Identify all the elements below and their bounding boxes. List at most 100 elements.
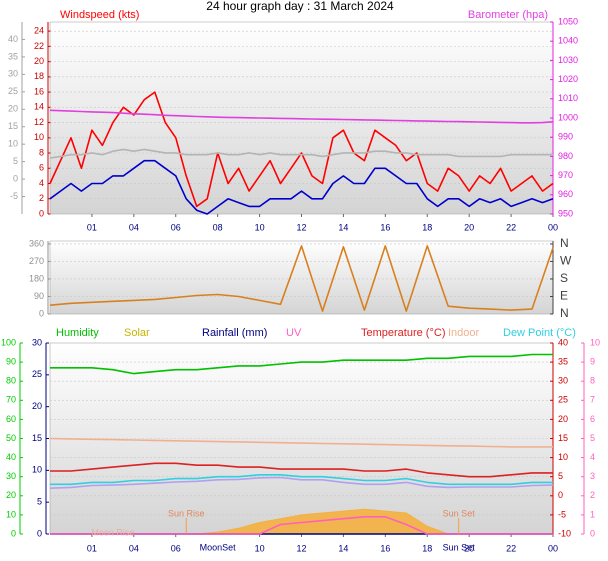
x-tick-label: 01 bbox=[87, 222, 97, 232]
y4-tick-label: 4 bbox=[590, 452, 595, 462]
y4-tick-label: 3 bbox=[590, 471, 595, 481]
y4-tick-label: 7 bbox=[590, 395, 595, 405]
y-tick-label: 40 bbox=[6, 452, 16, 462]
y-tick-label: 180 bbox=[29, 273, 44, 283]
y2-tick-label: 1020 bbox=[558, 74, 578, 84]
y-tick-label: 18 bbox=[34, 71, 44, 81]
y2-tick-label: 20 bbox=[558, 414, 568, 424]
line bbox=[49, 148, 553, 159]
line bbox=[49, 159, 554, 215]
y2-tick-label: 30 bbox=[558, 376, 568, 386]
y2-tick-label: 1040 bbox=[558, 36, 578, 46]
y2-tick-label: 1010 bbox=[558, 93, 578, 103]
annotation: Sun Set bbox=[443, 542, 476, 552]
y2-tick-label: 35 bbox=[558, 356, 568, 366]
x-tick-label: 16 bbox=[380, 222, 390, 232]
y-tick-label: 22 bbox=[34, 41, 44, 51]
y3-tick-label: 10 bbox=[32, 465, 42, 475]
line bbox=[49, 245, 554, 312]
y2-tick-label: 10 bbox=[558, 452, 568, 462]
y4-tick-label: 1 bbox=[590, 509, 595, 519]
y-tick-label: 16 bbox=[34, 86, 44, 96]
y-tick-label: 2 bbox=[39, 193, 44, 203]
x-tick-label: 22 bbox=[506, 222, 516, 232]
x-tick-label: 06 bbox=[171, 222, 181, 232]
y2-tick-label: -5 bbox=[558, 509, 566, 519]
y3-tick-label: 5 bbox=[13, 156, 18, 166]
y-tick-label: 30 bbox=[6, 471, 16, 481]
plot-area bbox=[49, 240, 554, 315]
y3-tick-label: 30 bbox=[8, 69, 18, 79]
legend-entry: Barometer (hpa) bbox=[468, 9, 548, 21]
x-tick-label: 08 bbox=[213, 222, 223, 232]
y-tick-label: 60 bbox=[6, 414, 16, 424]
y2-tick-label: 970 bbox=[558, 170, 573, 180]
y-tick-label: 90 bbox=[6, 356, 16, 366]
y2-tick-label: 990 bbox=[558, 132, 573, 142]
y-tick-label: 0 bbox=[39, 308, 44, 318]
y-tick-label: 10 bbox=[6, 509, 16, 519]
y3-tick-label: 0 bbox=[37, 528, 42, 538]
y2-tick-label: 15 bbox=[558, 433, 568, 443]
x-tick-label: 12 bbox=[296, 222, 306, 232]
annotation: MoonSet bbox=[200, 542, 237, 552]
y-tick-label: 14 bbox=[34, 102, 44, 112]
annotation: Sun Set bbox=[443, 508, 476, 518]
y3-tick-label: 25 bbox=[32, 369, 42, 379]
y2-tick-label: 40 bbox=[558, 337, 568, 347]
y4-tick-label: 5 bbox=[590, 433, 595, 443]
y-tick-label: 100 bbox=[1, 337, 16, 347]
x-tick-label: 01 bbox=[87, 543, 97, 553]
y-tick-label: 70 bbox=[6, 395, 16, 405]
y-tick-label: 24 bbox=[34, 26, 44, 36]
x-tick-label: 06 bbox=[171, 543, 181, 553]
x-tick-label: 00 bbox=[548, 543, 558, 553]
y3-tick-label: -5 bbox=[10, 191, 18, 201]
y-tick-label: 10 bbox=[34, 132, 44, 142]
line bbox=[49, 91, 554, 208]
y3-tick-label: 0 bbox=[13, 173, 18, 183]
y-tick-label: 0 bbox=[39, 208, 44, 218]
x-tick-label: 10 bbox=[255, 543, 265, 553]
x-tick-label: 12 bbox=[296, 543, 306, 553]
y-tick-label: 4 bbox=[39, 178, 44, 188]
y4-tick-label: 8 bbox=[590, 376, 595, 386]
line bbox=[50, 353, 553, 375]
y3-tick-label: 35 bbox=[8, 51, 18, 61]
y-tick-label: 8 bbox=[39, 147, 44, 157]
y4-tick-label: 0 bbox=[590, 528, 595, 538]
legend-entry: UV bbox=[286, 327, 302, 339]
x-tick-label: 14 bbox=[338, 543, 348, 553]
y2-tick-label: S bbox=[560, 271, 568, 285]
y3-tick-label: 15 bbox=[32, 433, 42, 443]
legend-entry: Rainfall (mm) bbox=[202, 327, 267, 339]
line bbox=[49, 109, 554, 124]
y4-tick-label: 6 bbox=[590, 414, 595, 424]
x-tick-label: 04 bbox=[129, 222, 139, 232]
x-tick-label: 00 bbox=[548, 222, 558, 232]
y3-tick-label: 5 bbox=[37, 497, 42, 507]
x-tick-label: 18 bbox=[422, 222, 432, 232]
y2-tick-label: 25 bbox=[558, 395, 568, 405]
line bbox=[50, 462, 553, 478]
y2-tick-label: N bbox=[560, 306, 569, 320]
y4-tick-label: 2 bbox=[590, 490, 595, 500]
x-tick-label: 10 bbox=[255, 222, 265, 232]
y2-tick-label: W bbox=[560, 254, 572, 268]
y3-tick-label: 40 bbox=[8, 34, 18, 44]
x-tick-label: 22 bbox=[506, 543, 516, 553]
y-tick-label: 20 bbox=[34, 56, 44, 66]
legend-entry: Indoor bbox=[448, 327, 480, 339]
y-tick-label: 50 bbox=[6, 433, 16, 443]
x-tick-label: 16 bbox=[380, 543, 390, 553]
line bbox=[49, 476, 554, 489]
x-tick-label: 18 bbox=[422, 543, 432, 553]
y-tick-label: 20 bbox=[6, 490, 16, 500]
y2-tick-label: E bbox=[560, 289, 568, 303]
annotation: Moon Rise bbox=[91, 527, 134, 537]
y2-tick-label: 950 bbox=[558, 208, 573, 218]
legend-entry: Dew Point (°C) bbox=[503, 327, 576, 339]
y2-tick-label: 5 bbox=[558, 471, 563, 481]
y3-tick-label: 15 bbox=[8, 121, 18, 131]
